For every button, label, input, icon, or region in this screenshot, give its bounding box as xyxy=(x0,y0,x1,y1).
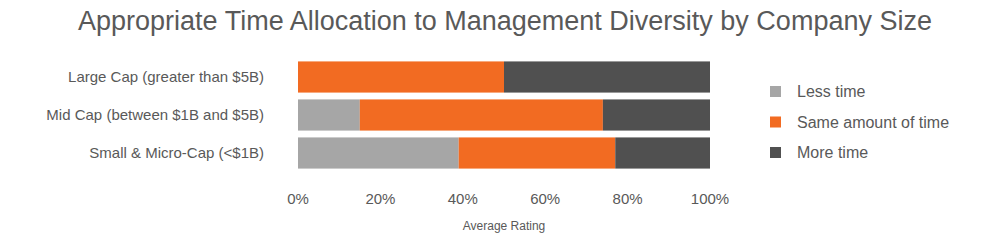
tick-label: 80% xyxy=(613,190,643,207)
chart: Appropriate Time Allocation to Managemen… xyxy=(0,0,1000,240)
tick-label: 40% xyxy=(448,190,478,207)
bars xyxy=(298,61,710,168)
legend-label: Same amount of time xyxy=(797,114,949,131)
bar-segment xyxy=(298,137,459,168)
tick-label: 60% xyxy=(530,190,560,207)
category-label: Small & Micro-Cap (<$1B) xyxy=(89,144,264,161)
legend-label: Less time xyxy=(797,83,866,100)
legend-swatch xyxy=(770,117,781,128)
legend: Less time Same amount of time More time xyxy=(770,83,949,161)
title: Appropriate Time Allocation to Managemen… xyxy=(78,6,932,36)
category-label: Large Cap (greater than $5B) xyxy=(68,68,264,85)
bar-segment xyxy=(298,61,504,92)
bar-segment xyxy=(459,137,616,168)
tick-label: 20% xyxy=(365,190,395,207)
legend-label: More time xyxy=(797,144,868,161)
legend-swatch xyxy=(770,86,781,97)
category-label: Mid Cap (between $1B and $5B) xyxy=(46,106,264,123)
bar-segment xyxy=(615,137,710,168)
bar-segment xyxy=(504,61,710,92)
bar-segment xyxy=(360,99,603,130)
axis-label: Average Rating xyxy=(463,219,546,233)
tick-label: 0% xyxy=(287,190,309,207)
bar-segment xyxy=(603,99,710,130)
legend-swatch xyxy=(770,147,781,158)
bar-segment xyxy=(298,99,360,130)
tick-label: 100% xyxy=(691,190,729,207)
